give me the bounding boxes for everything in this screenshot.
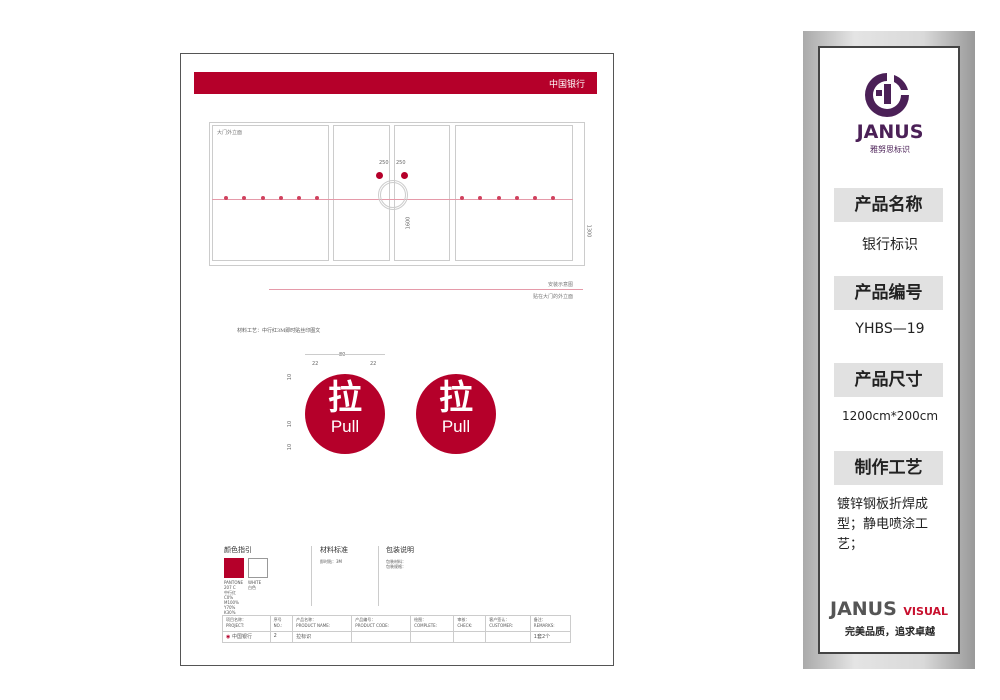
pull-sign-mark-left: [376, 172, 383, 179]
dim-250-left: 250: [379, 160, 389, 166]
spec-line: 207 C: [224, 585, 236, 590]
td-check: [453, 630, 487, 644]
value-product-name: 银行标识: [862, 237, 918, 253]
sticker-dot: [297, 196, 301, 200]
sticker-dot: [261, 196, 265, 200]
spec-line: C0%: [224, 595, 234, 600]
packaging-lines: 包装材料： 包装规格：: [386, 559, 406, 569]
sticker-dot: [533, 196, 537, 200]
sticker-dot: [497, 196, 501, 200]
caption-sub: 贴在大门的外立面: [533, 294, 574, 300]
material-std-line: 即时贴：3M: [320, 559, 342, 564]
sticker-dot: [242, 196, 246, 200]
janus-logo-icon: [865, 73, 909, 117]
footer-brand-name: JANUS: [830, 598, 897, 620]
th-remarks: 备注： REMARKS:: [529, 615, 572, 632]
left-panel: [212, 125, 329, 261]
door-handle: [378, 180, 408, 210]
elevation-label: 大门外立面: [217, 130, 243, 136]
value-process: 镀锌钢板折焊成型；静电喷涂工艺；: [837, 497, 929, 552]
right-panel: [455, 125, 573, 261]
red-spec: PANTONE 207 C 中行红 C0% M100% Y70% K30%: [224, 580, 243, 615]
divider: [378, 546, 379, 606]
spec-line: WHITE: [248, 580, 262, 585]
td-no: 2: [269, 630, 294, 644]
label-product-name: 产品名称: [834, 188, 943, 222]
slogan: 完美品质，追求卓越: [845, 627, 935, 638]
spec-line: M100%: [224, 600, 239, 605]
th-code: 产品编号： PRODUCT CODE:: [351, 615, 412, 632]
swatch-red: [224, 558, 244, 578]
spec-line: K30%: [224, 610, 236, 615]
dim-80: 80: [339, 352, 346, 358]
color-guide-title: 颜色指引: [224, 546, 252, 554]
footer-brand: JANUS VISUAL: [830, 598, 948, 620]
project-value: 中国银行: [231, 633, 252, 640]
sticker-dot: [551, 196, 555, 200]
dim-1600: 1600: [405, 216, 412, 230]
dim-10-b: 10: [287, 420, 294, 428]
spec-line: 中行红: [224, 590, 236, 595]
info-panel-inner: [818, 46, 960, 654]
dim-250-right: 250: [396, 160, 406, 166]
value-product-code: YHBS—19: [855, 321, 925, 337]
dim-22-left: 22: [312, 361, 319, 367]
label-process: 制作工艺: [834, 451, 943, 485]
spec-line: Y70%: [224, 605, 236, 610]
brand-name: JANUS: [856, 121, 924, 143]
divider: [311, 546, 312, 606]
dim-10-c: 10: [287, 443, 294, 451]
td-complete: [410, 630, 455, 644]
spec-line: 白色: [248, 585, 256, 590]
label-product-size: 产品尺寸: [834, 363, 943, 397]
td-name: 拉标识: [292, 630, 353, 644]
sticker-dot: [315, 196, 319, 200]
caption-title: 安装示意图: [548, 282, 574, 288]
packaging-line: 包装规格：: [386, 564, 406, 569]
th-customer: 客户签认： CUSTOMER:: [485, 615, 531, 632]
footer-visual: VISUAL: [903, 605, 949, 618]
brand-sub: 雅努思标识: [870, 145, 910, 154]
sticker-dot: [515, 196, 519, 200]
sticker-dot: [478, 196, 482, 200]
sign-en: Pull: [330, 417, 360, 436]
sticker-dot: [224, 196, 228, 200]
td-project: ◉ 中国银行: [222, 630, 271, 644]
packaging-line: 包装材料：: [386, 559, 406, 564]
sticker-dot: [460, 196, 464, 200]
drawing-sheet: [180, 53, 614, 666]
spec-line: PANTONE: [224, 580, 243, 585]
title-block: 项目名称： PROJECT: 序号 NO.: 产品名称： PRODUCT NAM…: [222, 615, 572, 644]
td-code: [351, 630, 412, 644]
swatch-white: [248, 558, 268, 578]
td-remarks: 1套2个: [529, 630, 572, 644]
dim-1300: 1300: [585, 224, 592, 238]
th-complete: 绘图： COMPLETE:: [410, 615, 455, 632]
boc-logo-icon: ◉: [226, 633, 232, 640]
dim-line: [305, 354, 385, 355]
caption-line: [269, 289, 583, 290]
td-customer: [485, 630, 531, 644]
white-spec: WHITE 白色: [248, 580, 261, 590]
packaging-title: 包装说明: [386, 546, 414, 554]
door-elevation: [209, 122, 585, 266]
label-product-code: 产品编号: [834, 276, 943, 310]
th-project: 项目名称： PROJECT:: [222, 615, 271, 632]
pull-sign: 拉 Pull: [416, 374, 496, 454]
sign-en: Pull: [441, 417, 471, 436]
dim-10-a: 10: [287, 373, 294, 381]
pull-sign-dimensioned: 拉 Pull: [305, 374, 385, 454]
drawing-banner: 中国银行: [194, 72, 597, 94]
value-product-size: 1200cm*200cm: [841, 409, 939, 423]
th-name: 产品名称： PRODUCT NAME:: [292, 615, 353, 632]
sticker-dot: [279, 196, 283, 200]
sign-zh: 拉: [439, 378, 473, 418]
material-note: 材料工艺：中行红3M即时贴丝印图文: [237, 328, 321, 334]
th-check: 审核： CHECK:: [453, 615, 487, 632]
material-std-title: 材料标准: [320, 546, 348, 554]
dim-22-right: 22: [370, 361, 377, 367]
pull-sign-mark-right: [401, 172, 408, 179]
th-no: 序号 NO.:: [269, 615, 294, 632]
sign-zh: 拉: [328, 378, 362, 418]
